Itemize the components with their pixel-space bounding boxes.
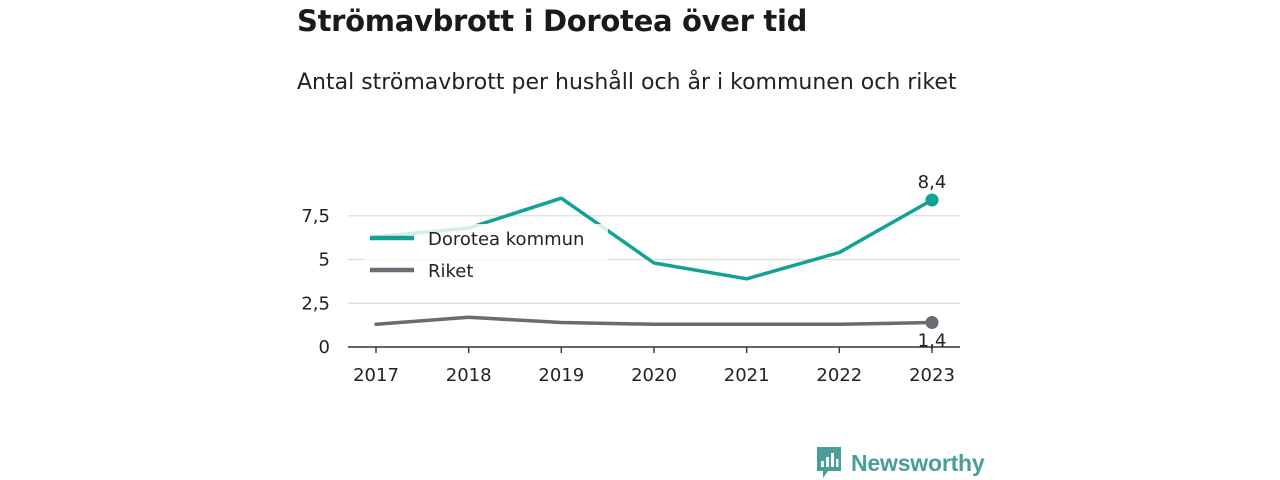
brand-name: Newsworthy	[851, 449, 985, 476]
legend-label: Riket	[428, 261, 473, 282]
newsworthy-brand: Newsworthy	[815, 446, 985, 480]
legend: Dorotea kommun Riket	[364, 224, 608, 286]
x-axis: 2017 2018 2019 2020 2021 2022 2023	[348, 346, 960, 386]
legend-background	[364, 224, 608, 286]
end-labels: 8,4 1,4	[918, 172, 947, 352]
y-axis-ticks: 0 2,5 5 7,5	[301, 206, 330, 358]
x-tick-label: 2018	[446, 365, 492, 386]
newsworthy-logo-icon	[817, 447, 841, 478]
legend-label: Dorotea kommun	[428, 229, 584, 250]
chart-title: Strömavbrott i Dorotea över tid	[297, 4, 808, 38]
y-tick-label: 7,5	[301, 206, 330, 227]
data-label: 8,4	[918, 172, 947, 193]
end-point-marker	[925, 316, 939, 329]
data-label: 1,4	[918, 331, 947, 352]
x-tick-label: 2023	[909, 365, 955, 386]
x-tick-label: 2017	[353, 365, 399, 386]
y-tick-label: 5	[319, 250, 330, 271]
chart-subtitle: Antal strömavbrott per hushåll och år i …	[297, 70, 957, 95]
line-chart: 0 2,5 5 7,5 2017 2018 2019 2020 2021 2022 2023 Do…	[301, 172, 960, 386]
x-tick-label: 2020	[631, 365, 677, 386]
series-line-riket	[374, 315, 934, 327]
end-point-marker	[925, 193, 939, 207]
y-tick-label: 2,5	[301, 293, 330, 314]
x-tick-label: 2019	[538, 365, 584, 386]
x-tick-label: 2022	[816, 365, 862, 386]
y-tick-label: 0	[319, 337, 330, 358]
x-tick-label: 2021	[724, 365, 770, 386]
